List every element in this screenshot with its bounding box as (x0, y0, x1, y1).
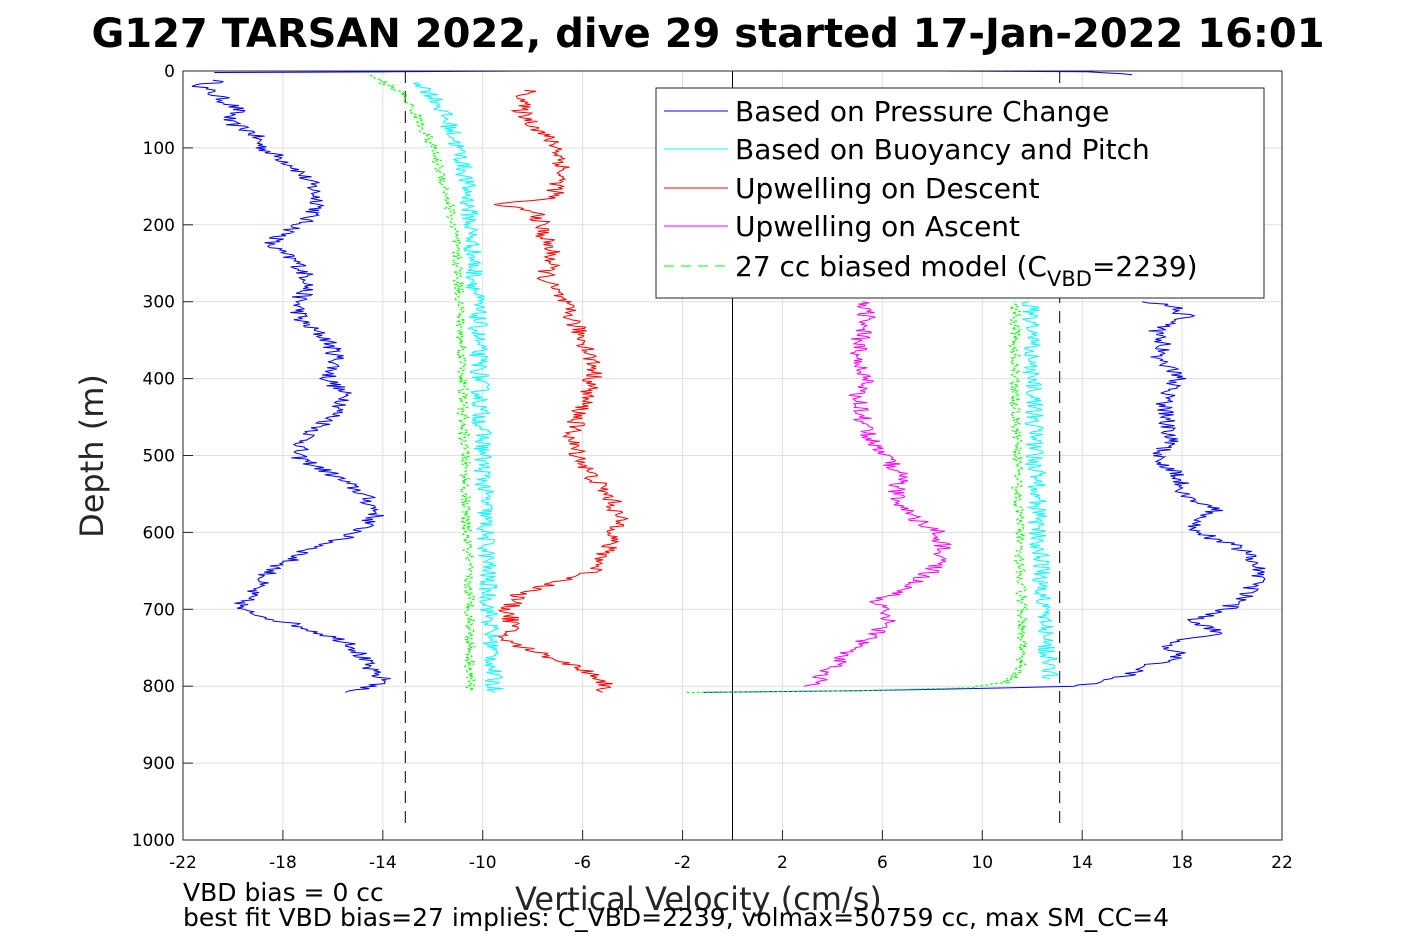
legend: Based on Pressure Change Based on Buoyan… (655, 87, 1265, 299)
legend-label-subscript: VBD (1047, 267, 1092, 291)
y-tick-label: 800 (143, 677, 175, 697)
x-tick-label: 14 (1071, 853, 1093, 873)
series-line (413, 82, 504, 693)
y-tick-label: 100 (143, 139, 175, 159)
x-tick-label: -10 (469, 853, 497, 873)
legend-label: 27 cc biased model (CVBD=2239) (735, 250, 1198, 291)
x-axis: -22 -18 -14 -10 -6 -2 2 6 10 14 18 22 (169, 830, 1293, 873)
legend-label: Upwelling on Descent (735, 172, 1040, 205)
y-tick-label: 0 (164, 62, 175, 82)
series-line (1021, 301, 1059, 679)
y-tick-label: 600 (143, 523, 175, 543)
x-tick-label: 6 (877, 853, 888, 873)
y-tick-label: 700 (143, 600, 175, 620)
legend-label: Upwelling on Ascent (735, 210, 1020, 243)
y-tick-label: 1000 (132, 831, 175, 851)
x-tick-label: -18 (269, 853, 297, 873)
y-axis: 0 100 200 300 400 500 600 700 800 900 1000 (132, 62, 193, 851)
legend-label-end: =2239) (1092, 250, 1198, 283)
legend-label-main: 27 cc biased model (C (735, 250, 1047, 283)
legend-entry-biased-model: 27 cc biased model (CVBD=2239) (664, 250, 1198, 291)
y-tick-label: 900 (143, 754, 175, 774)
y-tick-label: 400 (143, 370, 175, 390)
x-tick-label: -14 (369, 853, 397, 873)
chart-title: G127 TARSAN 2022, dive 29 started 17-Jan… (91, 11, 1324, 57)
vbd-bias-note: VBD bias = 0 cc (183, 878, 384, 907)
x-tick-label: -22 (169, 853, 197, 873)
x-tick-label: -2 (674, 853, 691, 873)
y-tick-label: 500 (143, 447, 175, 467)
legend-entry-buoyancy-pitch: Based on Buoyancy and Pitch (664, 133, 1150, 166)
legend-entry-pressure-change: Based on Pressure Change (664, 95, 1109, 128)
y-tick-label: 200 (143, 216, 175, 236)
x-axis-label: Vertical Velocity (cm/s) (515, 880, 882, 918)
series-line (686, 301, 1029, 693)
series-line (369, 74, 477, 693)
x-tick-label: 22 (1271, 853, 1293, 873)
x-tick-label: 18 (1171, 853, 1193, 873)
x-tick-label: 10 (971, 853, 993, 873)
legend-label: Based on Pressure Change (735, 95, 1109, 128)
legend-box (655, 87, 1265, 299)
y-tick-label: 300 (143, 293, 175, 313)
y-axis-label: Depth (m) (73, 374, 111, 538)
legend-entry-upwelling-ascent: Upwelling on Ascent (664, 210, 1020, 243)
series-group (191, 70, 1266, 693)
series-line (703, 301, 1266, 693)
legend-label: Based on Buoyancy and Pitch (735, 133, 1150, 166)
series-line (803, 301, 953, 687)
x-tick-label: 2 (777, 853, 788, 873)
series-line (493, 89, 630, 693)
legend-entry-upwelling-descent: Upwelling on Descent (664, 172, 1040, 205)
best-fit-note: best fit VBD bias=27 implies: C_VBD=2239… (183, 903, 1169, 932)
series-line (191, 79, 391, 693)
x-tick-label: -6 (574, 853, 591, 873)
